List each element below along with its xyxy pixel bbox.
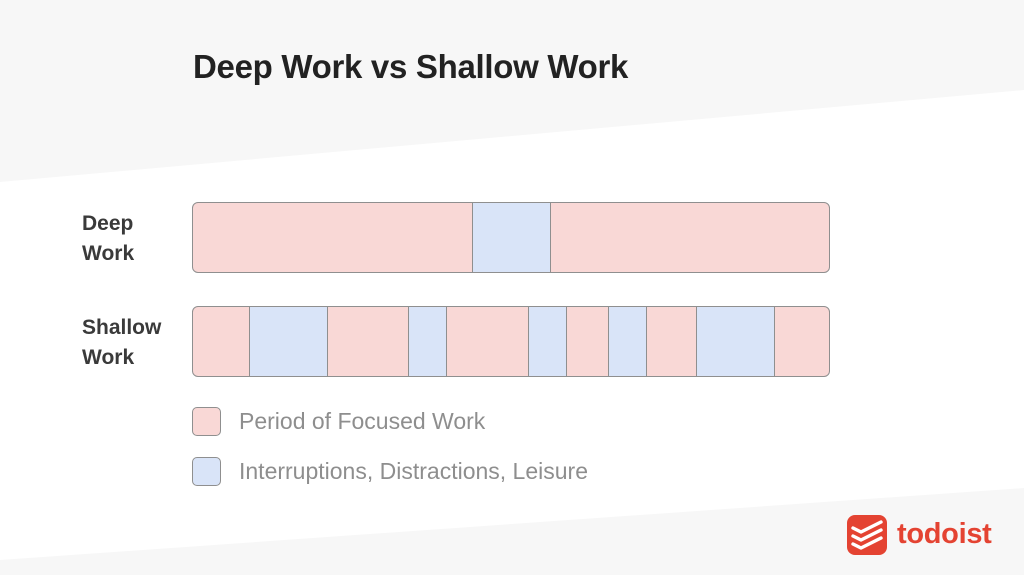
shallow-work-label: Shallow Work — [82, 316, 162, 369]
deep-work-label: Deep Work — [82, 212, 135, 265]
legend-label-interruption: Interruptions, Distractions, Leisure — [239, 458, 588, 484]
interruption-segment — [528, 307, 567, 376]
legend-label-focused: Period of Focused Work — [239, 408, 486, 434]
todoist-logo-icon — [847, 515, 887, 555]
legend-swatch-focused — [192, 407, 221, 436]
page-title: Deep Work vs Shallow Work — [193, 48, 629, 85]
interruption-segment — [408, 307, 447, 376]
deep-work-timeline — [192, 202, 830, 273]
interruption-segment — [472, 203, 551, 272]
interruption-segment — [249, 307, 328, 376]
legend-swatch-interruption — [192, 457, 221, 486]
shallow-work-timeline — [192, 306, 830, 377]
brand-wordmark: todoist — [897, 518, 992, 550]
interruption-segment — [608, 307, 647, 376]
interruption-segment — [696, 307, 775, 376]
